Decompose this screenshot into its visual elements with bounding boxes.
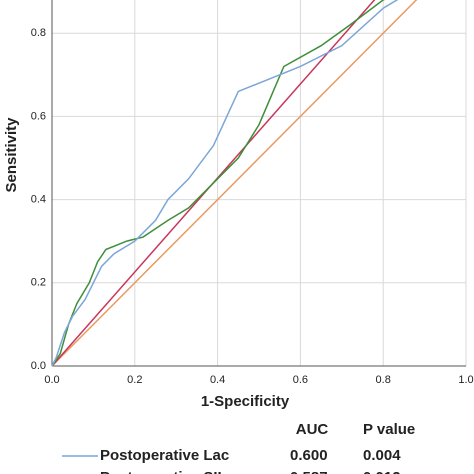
legend-auc: 0.587 (290, 469, 328, 474)
legend-label: Postoperative SII (100, 469, 222, 474)
legend-label: Postoperative Lac (100, 447, 229, 464)
y-tick-label: 0.2 (31, 277, 46, 289)
x-tick-label: 0.0 (44, 374, 59, 386)
roc-line (51, 0, 386, 367)
x-tick-label: 0.4 (210, 374, 225, 386)
legend-p: 0.012 (363, 469, 401, 474)
roc-line (51, 0, 399, 367)
x-axis-title: 1-Specificity (201, 393, 290, 410)
x-tick-label: 0.8 (376, 374, 391, 386)
roc-line (51, 0, 418, 367)
legend-header: AUC (296, 421, 329, 438)
x-tick-label: 1.0 (458, 374, 473, 386)
y-tick-label: 0.4 (31, 194, 46, 206)
legend-header: P value (363, 421, 415, 438)
y-tick-label: 0.0 (31, 360, 46, 372)
y-axis-title: Sensitivity (3, 117, 20, 193)
x-tick-label: 0.2 (127, 374, 142, 386)
y-tick-label: 0.6 (31, 110, 46, 122)
x-tick-label: 0.6 (293, 374, 308, 386)
legend-auc: 0.600 (290, 447, 328, 464)
legend-p: 0.004 (363, 447, 401, 464)
y-tick-label: 0.8 (31, 27, 46, 39)
